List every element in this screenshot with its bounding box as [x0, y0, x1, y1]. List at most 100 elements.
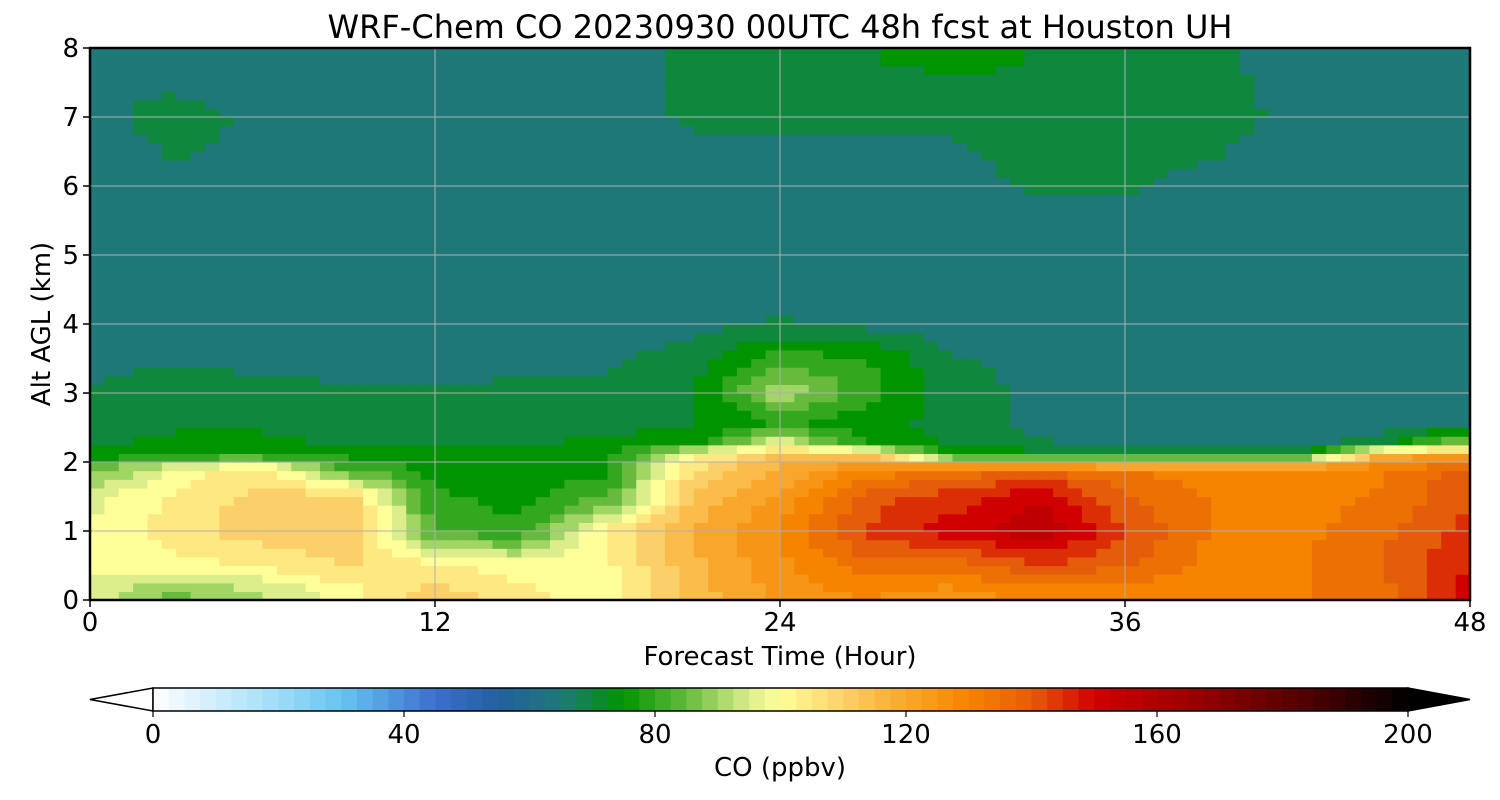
heatmap-cell — [938, 160, 954, 170]
heatmap-cell — [866, 280, 882, 291]
heatmap-cell — [895, 168, 910, 178]
heatmap-cell — [693, 280, 709, 291]
heatmap-cell — [435, 220, 450, 230]
heatmap-cell — [1283, 505, 1299, 515]
heatmap-cell — [1125, 203, 1140, 213]
heatmap-cell — [1125, 160, 1140, 170]
heatmap-cell — [147, 513, 163, 523]
heatmap-cell — [478, 531, 494, 541]
heatmap-cell — [981, 349, 997, 360]
heatmap-cell — [363, 531, 379, 541]
heatmap-cell — [291, 505, 307, 515]
heatmap-cell — [248, 203, 264, 213]
heatmap-cell — [1110, 531, 1126, 541]
heatmap-cell — [1254, 591, 1270, 601]
heatmap-cell — [736, 263, 752, 273]
heatmap-cell — [90, 436, 105, 446]
heatmap-cell — [1326, 194, 1342, 204]
heatmap-cell — [607, 332, 623, 342]
heatmap-cell — [1369, 436, 1385, 446]
heatmap-cell — [492, 496, 508, 506]
heatmap-cell — [866, 556, 882, 567]
heatmap-cell — [708, 220, 724, 230]
heatmap-cell — [636, 384, 652, 394]
heatmap-cell — [161, 582, 177, 592]
heatmap-cell — [1024, 168, 1040, 178]
heatmap-cell — [118, 548, 134, 558]
heatmap-cell — [665, 358, 680, 368]
heatmap-cell — [291, 194, 307, 204]
heatmap-cell — [104, 453, 120, 463]
heatmap-cell — [837, 315, 853, 325]
heatmap-cell — [665, 410, 680, 420]
heatmap-cell — [1168, 487, 1184, 498]
heatmap-cell — [363, 194, 379, 204]
heatmap-cell — [535, 436, 551, 446]
heatmap-cell — [722, 436, 738, 446]
heatmap-cell — [1426, 229, 1442, 239]
heatmap-cell — [621, 272, 637, 282]
heatmap-cell — [564, 418, 580, 429]
heatmap-cell — [1081, 410, 1097, 420]
heatmap-cell — [435, 272, 450, 282]
heatmap-cell — [578, 548, 594, 558]
heatmap-cell — [1182, 582, 1198, 592]
heatmap-cell — [176, 211, 192, 222]
heatmap-cell — [1240, 168, 1255, 178]
heatmap-cell — [161, 341, 177, 351]
heatmap-cell — [938, 444, 954, 454]
heatmap-cell — [923, 229, 939, 239]
heatmap-cell — [1081, 168, 1097, 178]
heatmap-cell — [305, 462, 321, 472]
heatmap-cell — [1168, 272, 1184, 282]
heatmap-cell — [952, 548, 968, 558]
heatmap-cell — [1398, 237, 1414, 247]
heatmap-cell — [1139, 315, 1155, 325]
heatmap-cell — [607, 505, 623, 515]
heatmap-cell — [1168, 496, 1184, 506]
heatmap-cell — [722, 513, 738, 523]
heatmap-cell — [1383, 280, 1399, 291]
heatmap-cell — [205, 444, 220, 454]
heatmap-cell — [449, 410, 465, 420]
heatmap-cell — [118, 539, 134, 549]
heatmap-cell — [621, 505, 637, 515]
heatmap-cell — [909, 582, 925, 592]
heatmap-cell — [521, 367, 537, 377]
heatmap-cell — [650, 349, 666, 360]
heatmap-cell — [219, 418, 235, 429]
heatmap-cell — [176, 289, 192, 299]
heatmap-cell — [1412, 513, 1428, 523]
heatmap-cell — [722, 168, 738, 178]
heatmap-cell — [305, 453, 321, 463]
heatmap-cell — [1225, 539, 1241, 549]
heatmap-cell — [550, 203, 565, 213]
heatmap-cell — [276, 453, 292, 463]
heatmap-cell — [1139, 255, 1155, 265]
heatmap-cell — [449, 539, 465, 549]
heatmap-cell — [1110, 220, 1126, 230]
heatmap-cell — [722, 574, 738, 584]
heatmap-cell — [1369, 591, 1385, 601]
heatmap-cell — [1254, 289, 1270, 299]
heatmap-cell — [1125, 341, 1140, 351]
heatmap-cell — [291, 203, 307, 213]
heatmap-cell — [348, 410, 364, 420]
heatmap-cell — [1125, 393, 1140, 403]
heatmap-cell — [492, 470, 508, 480]
heatmap-cell — [794, 393, 810, 403]
heatmap-cell — [1182, 487, 1198, 498]
heatmap-cell — [276, 280, 292, 291]
heatmap-cell — [1297, 211, 1313, 222]
heatmap-cell — [1455, 272, 1471, 282]
heatmap-cell — [1067, 324, 1083, 334]
heatmap-cell — [1067, 220, 1083, 230]
heatmap-cell — [377, 160, 393, 170]
heatmap-cell — [808, 255, 824, 265]
heatmap-cell — [837, 531, 853, 541]
heatmap-cell — [650, 324, 666, 334]
heatmap-cell — [1067, 384, 1083, 394]
heatmap-cell — [1081, 341, 1097, 351]
heatmap-cell — [348, 367, 364, 377]
heatmap-cell — [1426, 384, 1442, 394]
